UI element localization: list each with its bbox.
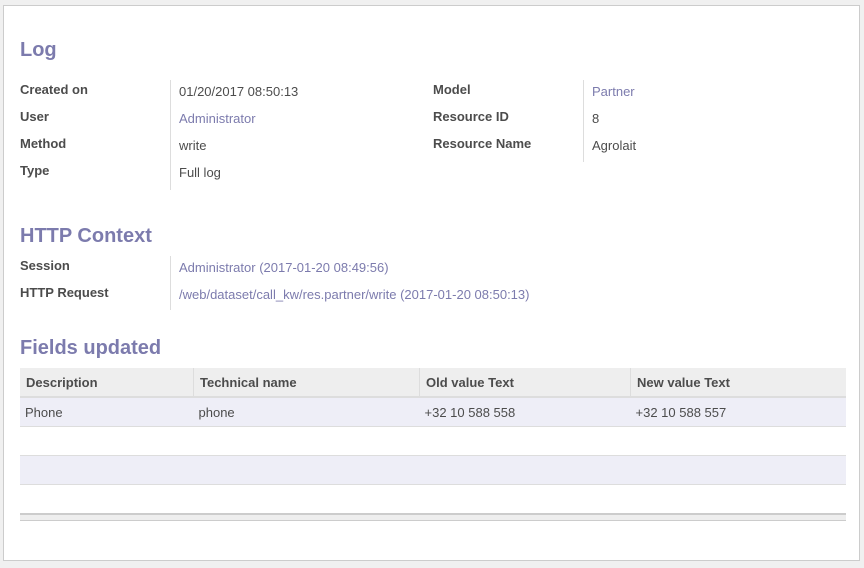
empty-row — [20, 484, 846, 515]
fields-table: Description Technical name Old value Tex… — [20, 368, 846, 521]
type-value: Full log — [179, 165, 221, 180]
table-header: Description Technical name Old value Tex… — [20, 368, 846, 398]
session-link[interactable]: Administrator (2017-01-20 08:49:56) — [179, 260, 389, 275]
resource-name-value: Agrolait — [592, 138, 637, 153]
method-value: write — [179, 138, 207, 153]
empty-row — [20, 455, 846, 485]
cell-technical-name: phone — [193, 397, 420, 427]
table-row[interactable]: Phone phone +32 10 588 558 +32 10 588 55… — [20, 397, 846, 427]
session-label: Session — [20, 258, 70, 273]
column-header-old-value[interactable]: Old value Text — [419, 368, 631, 398]
fields-updated-title: Fields updated — [20, 337, 162, 359]
divider — [170, 256, 171, 310]
column-header-new-value[interactable]: New value Text — [630, 368, 846, 398]
http-context-title: HTTP Context — [20, 225, 152, 247]
divider — [170, 80, 171, 190]
created-on-value: 01/20/2017 08:50:13 — [179, 84, 299, 99]
method-label: Method — [20, 136, 67, 151]
resource-id-label: Resource ID — [433, 109, 509, 124]
column-header-technical-name[interactable]: Technical name — [193, 368, 420, 398]
user-label: User — [20, 109, 49, 124]
model-label: Model — [433, 82, 471, 97]
cell-new-value: +32 10 588 557 — [630, 397, 846, 427]
table-footer — [20, 513, 846, 521]
http-request-link[interactable]: /web/dataset/call_kw/res.partner/write (… — [179, 287, 530, 302]
user-link[interactable]: Administrator — [179, 111, 256, 126]
form-sheet: Log Created on 01/20/2017 08:50:13 User … — [3, 5, 860, 561]
cell-description: Phone — [20, 397, 194, 427]
resource-id-value: 8 — [592, 111, 600, 126]
resource-name-label: Resource Name — [433, 136, 532, 151]
model-link[interactable]: Partner — [592, 84, 635, 99]
cell-old-value: +32 10 588 558 — [419, 397, 631, 427]
column-header-description[interactable]: Description — [20, 368, 194, 398]
created-on-label: Created on — [20, 82, 88, 97]
empty-row — [20, 426, 846, 456]
http-request-label: HTTP Request — [20, 285, 109, 300]
log-section-title: Log — [20, 39, 57, 61]
divider — [583, 80, 584, 162]
type-label: Type — [20, 163, 50, 178]
